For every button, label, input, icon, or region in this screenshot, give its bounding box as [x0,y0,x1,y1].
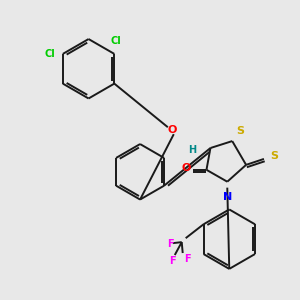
Text: F: F [184,254,190,264]
Text: F: F [167,239,174,249]
Text: H: H [188,145,196,155]
Text: O: O [182,163,191,173]
Text: Cl: Cl [111,36,122,46]
Text: Cl: Cl [44,49,55,59]
Text: F: F [169,256,176,266]
Text: N: N [223,192,232,202]
Text: S: S [236,126,244,136]
Text: O: O [167,125,176,135]
Text: S: S [270,151,278,161]
